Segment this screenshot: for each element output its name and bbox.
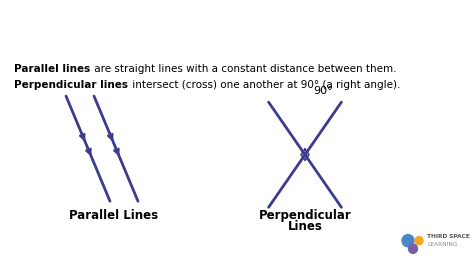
Text: are straight lines with a constant distance between them.: are straight lines with a constant dista…	[91, 64, 397, 74]
Text: LEARNING: LEARNING	[427, 242, 457, 247]
Text: 90°: 90°	[313, 86, 333, 96]
Text: Perpendicular: Perpendicular	[259, 209, 351, 222]
Text: THIRD SPACE: THIRD SPACE	[427, 234, 470, 239]
Text: intersect (cross) one another at 90° (a right angle).: intersect (cross) one another at 90° (a …	[129, 80, 401, 90]
Text: Parallel Lines: Parallel Lines	[69, 209, 159, 222]
Text: Parallel and Perpendicular Lines: Parallel and Perpendicular Lines	[12, 19, 367, 38]
Text: Lines: Lines	[288, 221, 322, 233]
Text: Perpendicular lines: Perpendicular lines	[14, 80, 128, 90]
Circle shape	[402, 234, 414, 247]
Circle shape	[415, 237, 423, 245]
Circle shape	[409, 244, 418, 253]
Text: Parallel lines: Parallel lines	[14, 64, 90, 74]
